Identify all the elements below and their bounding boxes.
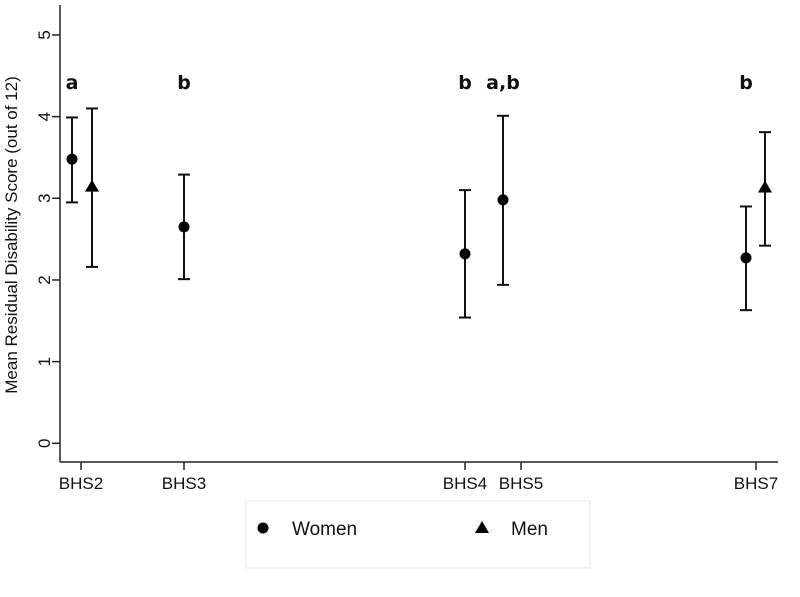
mean-marker xyxy=(459,248,471,260)
legend-label-men: Men xyxy=(511,519,548,540)
y-tick-label: 5 xyxy=(35,30,54,39)
x-tick-label-bhs2: BHS2 xyxy=(59,474,103,493)
x-tick-label-bhs4: BHS4 xyxy=(443,474,487,493)
mean-marker xyxy=(66,153,78,165)
mean-marker xyxy=(497,194,509,206)
y-axis-label: Mean Residual Disability Score (out of 1… xyxy=(2,76,21,393)
significance-label: b xyxy=(739,72,753,94)
point-women-bhs5 xyxy=(497,114,509,286)
point-men-bhs2 xyxy=(85,107,99,268)
x-tick-label-bhs3: BHS3 xyxy=(162,474,206,493)
point-women-bhs3 xyxy=(178,173,190,281)
mean-marker xyxy=(758,180,772,193)
legend-box xyxy=(245,500,591,569)
x-tick-label-bhs5: BHS5 xyxy=(499,474,543,493)
y-tick-label: 3 xyxy=(35,194,54,203)
significance-label: b xyxy=(177,72,191,94)
legend: Women Men xyxy=(245,500,591,569)
y-tick-label: 1 xyxy=(35,357,54,366)
legend-marker-men xyxy=(475,521,489,533)
significance-label: b xyxy=(458,72,472,94)
point-women-bhs7 xyxy=(740,205,752,312)
y-tick-label: 4 xyxy=(35,112,54,121)
mean-marker xyxy=(178,221,190,233)
mean-marker xyxy=(85,179,99,192)
x-tick-label-bhs7: BHS7 xyxy=(734,474,778,493)
mean-marker xyxy=(740,252,752,264)
legend-marker-women xyxy=(257,522,269,534)
significance-label: a,b xyxy=(486,72,520,94)
y-tick-label: 2 xyxy=(35,275,54,284)
significance-label: a xyxy=(66,72,79,94)
point-women-bhs4 xyxy=(459,189,471,319)
y-tick-label: 0 xyxy=(35,439,54,448)
point-men-bhs7 xyxy=(758,131,772,247)
legend-label-women: Women xyxy=(292,519,357,540)
point-women-bhs2 xyxy=(66,116,78,204)
